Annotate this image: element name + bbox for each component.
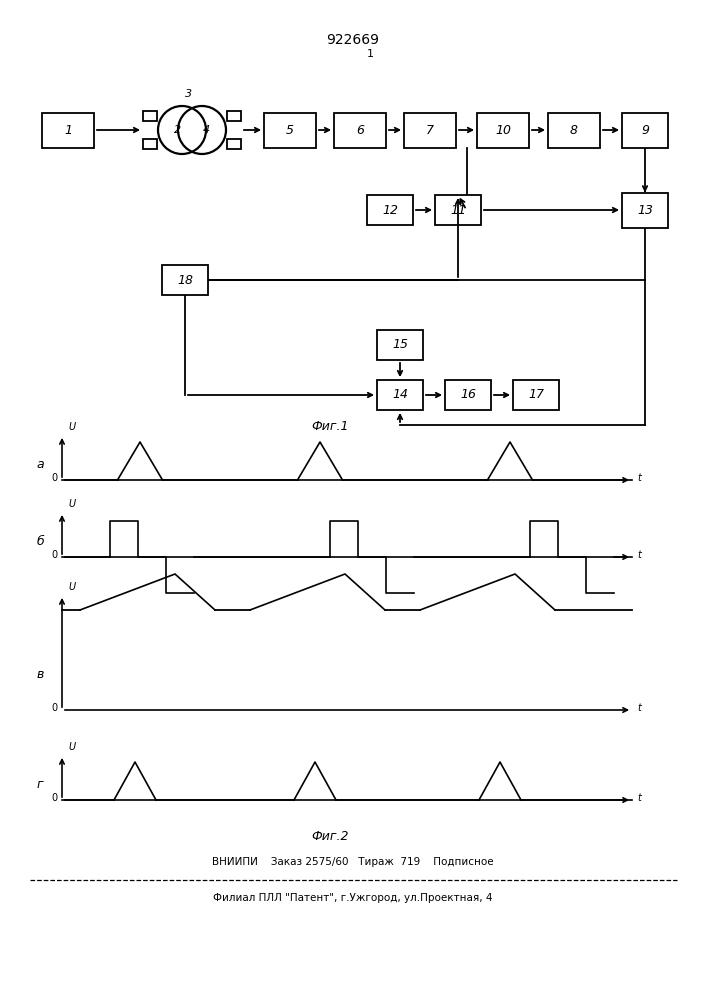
Bar [143, 111, 157, 121]
Text: 1: 1 [64, 123, 72, 136]
Bar [367, 195, 413, 225]
Bar [162, 265, 208, 295]
Bar [548, 112, 600, 147]
Text: U: U [68, 582, 75, 592]
Text: в: в [36, 668, 44, 682]
Text: t: t [637, 550, 641, 560]
Text: 17: 17 [528, 388, 544, 401]
Bar [227, 139, 241, 149]
Text: 15: 15 [392, 338, 408, 352]
Text: Фиг.2: Фиг.2 [311, 830, 349, 844]
Bar [227, 111, 241, 121]
Text: 13: 13 [637, 204, 653, 217]
Text: U: U [68, 422, 75, 432]
Text: ВНИИПИ    Заказ 2575/60   Тираж  719    Подписное: ВНИИПИ Заказ 2575/60 Тираж 719 Подписное [212, 857, 493, 867]
Text: г: г [37, 778, 43, 791]
Text: t: t [637, 473, 641, 483]
Bar [334, 112, 386, 147]
Bar [622, 112, 668, 147]
Text: 8: 8 [570, 123, 578, 136]
Text: U: U [68, 742, 75, 752]
Text: 3: 3 [185, 89, 192, 99]
Bar [42, 112, 94, 147]
Bar [477, 112, 529, 147]
Text: 0: 0 [51, 473, 57, 483]
Text: 2: 2 [175, 125, 182, 135]
Bar [622, 192, 668, 228]
Text: 7: 7 [426, 123, 434, 136]
Text: Филиал ПЛЛ "Патент", г.Ужгород, ул.Проектная, 4: Филиал ПЛЛ "Патент", г.Ужгород, ул.Проек… [214, 893, 493, 903]
Text: 4: 4 [202, 125, 209, 135]
Text: 0: 0 [51, 703, 57, 713]
Bar [404, 112, 456, 147]
Text: 0: 0 [51, 550, 57, 560]
Bar [513, 380, 559, 410]
Text: U: U [68, 499, 75, 509]
Bar [143, 139, 157, 149]
Bar [377, 330, 423, 360]
Text: t: t [637, 703, 641, 713]
Text: 1: 1 [366, 49, 373, 59]
Text: 9: 9 [641, 123, 649, 136]
Text: 18: 18 [177, 273, 193, 286]
Text: 0: 0 [51, 793, 57, 803]
Text: t: t [637, 793, 641, 803]
Text: а: а [36, 458, 44, 471]
Bar [445, 380, 491, 410]
Text: 922669: 922669 [327, 33, 380, 47]
Text: 10: 10 [495, 123, 511, 136]
Bar [377, 380, 423, 410]
Text: 14: 14 [392, 388, 408, 401]
Text: 16: 16 [460, 388, 476, 401]
Text: 12: 12 [382, 204, 398, 217]
Text: 11: 11 [450, 204, 466, 217]
Text: б: б [36, 535, 44, 548]
Text: 6: 6 [356, 123, 364, 136]
Text: 5: 5 [286, 123, 294, 136]
Bar [264, 112, 316, 147]
Bar [435, 195, 481, 225]
Text: Фиг.1: Фиг.1 [311, 420, 349, 432]
